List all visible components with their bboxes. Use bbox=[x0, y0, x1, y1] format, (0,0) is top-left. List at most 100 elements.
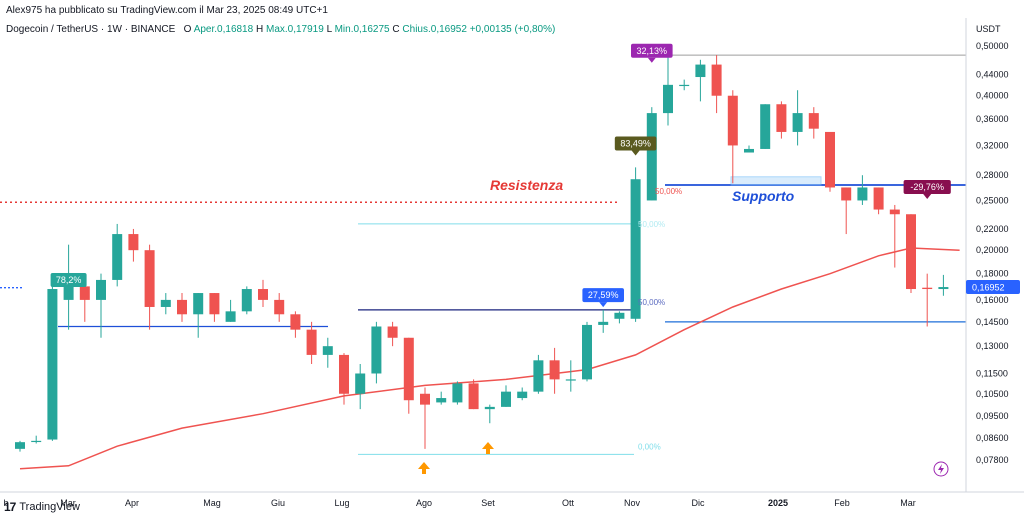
y-tick-label: 0,50000 bbox=[976, 41, 1009, 51]
up-arrow-icon bbox=[418, 462, 430, 474]
percent-change-label[interactable]: 27,59% bbox=[582, 288, 624, 308]
candle-body[interactable] bbox=[31, 440, 42, 443]
percent-change-label[interactable]: 32,13% bbox=[631, 43, 673, 63]
y-tick-label: 0,22000 bbox=[976, 224, 1009, 234]
candle-body[interactable] bbox=[306, 329, 317, 355]
candle-body[interactable] bbox=[517, 391, 528, 399]
candle-body[interactable] bbox=[889, 209, 900, 215]
candle-body[interactable] bbox=[841, 187, 852, 201]
candle-body[interactable] bbox=[711, 64, 722, 96]
candle-body[interactable] bbox=[873, 187, 884, 210]
candle-body[interactable] bbox=[63, 286, 74, 300]
percent-change-label[interactable]: 78,2% bbox=[50, 273, 87, 293]
tradingview-logo[interactable]: 17 TradingView bbox=[4, 500, 80, 514]
y-tick-label: 0,40000 bbox=[976, 91, 1009, 101]
candle-body[interactable] bbox=[582, 324, 592, 380]
y-tick-label: 0,16000 bbox=[976, 295, 1009, 305]
candle-body[interactable] bbox=[274, 299, 285, 315]
candle-body[interactable] bbox=[938, 287, 949, 290]
high-value: Max.0,17919 bbox=[265, 24, 324, 35]
candle-body[interactable] bbox=[160, 299, 171, 307]
candle-body[interactable] bbox=[144, 250, 155, 307]
candle-body[interactable] bbox=[452, 383, 463, 403]
flash-icon[interactable] bbox=[933, 461, 949, 477]
candle-body[interactable] bbox=[792, 113, 803, 132]
candle-body[interactable] bbox=[533, 360, 544, 392]
close-label: C bbox=[392, 24, 400, 35]
symbol-name[interactable]: Dogecoin / TetherUS · 1W · BINANCE bbox=[6, 24, 176, 35]
candle-body[interactable] bbox=[322, 346, 333, 355]
percent-label-pointer bbox=[599, 302, 608, 308]
candle-body[interactable] bbox=[906, 214, 916, 290]
candle-body[interactable] bbox=[695, 64, 706, 78]
percent-change-label[interactable]: -29,76% bbox=[903, 180, 951, 200]
candle-body[interactable] bbox=[565, 379, 576, 381]
percent-label-box bbox=[614, 136, 657, 151]
candle-body[interactable] bbox=[776, 104, 787, 132]
candle-body[interactable] bbox=[96, 279, 106, 300]
candle-body[interactable] bbox=[403, 337, 414, 401]
y-tick-label: 0,14500 bbox=[976, 317, 1009, 327]
fib-level-label: 50,00% bbox=[638, 220, 665, 229]
candle-body[interactable] bbox=[679, 84, 690, 87]
candle-body[interactable] bbox=[15, 442, 25, 449]
candle-body[interactable] bbox=[371, 326, 382, 374]
candle-body[interactable] bbox=[355, 373, 366, 394]
x-tick-label: Ott bbox=[562, 498, 575, 508]
candle-body[interactable] bbox=[549, 360, 560, 380]
change-value: +0,00135 (+0,80%) bbox=[469, 24, 556, 35]
support-zone-box[interactable] bbox=[730, 176, 822, 186]
ohlc-legend[interactable]: Dogecoin / TetherUS · 1W · BINANCE O Ape… bbox=[6, 24, 555, 35]
candle-body[interactable] bbox=[47, 289, 58, 440]
x-tick-label: Mar bbox=[60, 498, 76, 508]
candle-body[interactable] bbox=[436, 398, 447, 403]
candle-body[interactable] bbox=[922, 287, 933, 290]
candle-body[interactable] bbox=[614, 312, 625, 319]
candle-body[interactable] bbox=[128, 234, 139, 251]
candle-body[interactable] bbox=[727, 95, 738, 146]
candle-body[interactable] bbox=[825, 131, 835, 188]
x-tick-label: Giu bbox=[271, 498, 285, 508]
candle-body[interactable] bbox=[663, 84, 673, 114]
y-tick-label: 0,09500 bbox=[976, 411, 1009, 421]
candle-body[interactable] bbox=[646, 113, 657, 201]
candle-body[interactable] bbox=[744, 148, 754, 153]
x-tick-label: Apr bbox=[125, 498, 139, 508]
candle-body[interactable] bbox=[339, 354, 349, 394]
open-label: O bbox=[183, 24, 192, 35]
candle-body[interactable] bbox=[258, 289, 268, 300]
candle-body[interactable] bbox=[241, 289, 252, 312]
candle-body[interactable] bbox=[760, 104, 771, 149]
candle-body[interactable] bbox=[177, 299, 187, 315]
candle-body[interactable] bbox=[193, 293, 204, 315]
y-tick-label: 0,08600 bbox=[976, 433, 1009, 443]
candle-body[interactable] bbox=[420, 393, 430, 405]
percent-label-text: -29,76% bbox=[910, 182, 944, 192]
candle-body[interactable] bbox=[225, 311, 236, 322]
y-tick-label: 0,44000 bbox=[976, 69, 1009, 79]
y-tick-label: 0,28000 bbox=[976, 170, 1009, 180]
candle-body[interactable] bbox=[484, 406, 495, 410]
candle-body[interactable] bbox=[857, 187, 868, 201]
fib-level-label: 0,00% bbox=[638, 443, 661, 452]
candle-body[interactable] bbox=[808, 113, 819, 129]
candle-body[interactable] bbox=[630, 179, 641, 319]
publish-line: Alex975 ha pubblicato su TradingView.com… bbox=[6, 5, 328, 16]
candle-body[interactable] bbox=[501, 391, 511, 407]
candle-body[interactable] bbox=[290, 314, 301, 330]
x-tick-label: b bbox=[3, 498, 8, 508]
percent-change-label[interactable]: 83,49% bbox=[614, 136, 657, 156]
x-tick-label: Mar bbox=[900, 498, 916, 508]
last-price-badge bbox=[966, 280, 1020, 295]
candle-body[interactable] bbox=[112, 234, 123, 280]
y-tick-label: 0,20000 bbox=[976, 245, 1009, 255]
candle-body[interactable] bbox=[79, 286, 90, 300]
candle-body[interactable] bbox=[209, 293, 220, 315]
candle-body[interactable] bbox=[387, 326, 398, 338]
percent-label-pointer bbox=[64, 287, 73, 293]
percent-label-box bbox=[903, 180, 951, 195]
candle-body[interactable] bbox=[468, 383, 479, 410]
candle-body[interactable] bbox=[598, 321, 609, 325]
tradingview-mark-icon: 17 bbox=[4, 500, 16, 514]
